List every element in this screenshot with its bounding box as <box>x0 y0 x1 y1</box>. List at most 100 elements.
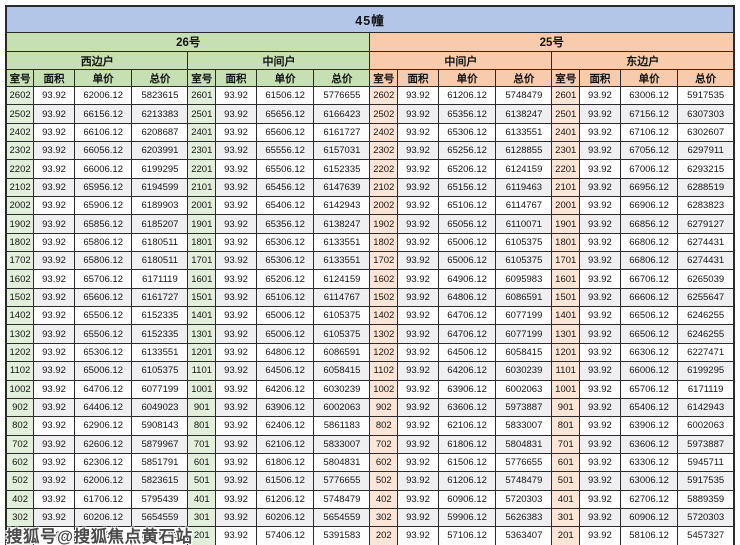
room-cell: 902 <box>5 397 35 418</box>
area-cell: 93.92 <box>215 287 257 308</box>
room-cell: 2201 <box>187 159 217 179</box>
total-price-cell: 6171119 <box>677 379 735 399</box>
unit-price-cell: 64806.12 <box>437 287 497 308</box>
area-cell: 93.92 <box>33 361 75 381</box>
total-price-cell: 6124159 <box>495 159 553 179</box>
total-price-cell: 5804831 <box>495 434 553 454</box>
area-cell: 93.92 <box>215 324 257 344</box>
unit-price-cell: 61506.12 <box>437 452 497 473</box>
total-price-cell: 6246255 <box>677 324 735 344</box>
room-cell: 1802 <box>5 232 35 253</box>
room-cell: 1101 <box>187 361 217 381</box>
unit-price-cell: 65056.12 <box>437 214 497 234</box>
total-price-cell: 5391583 <box>131 526 189 545</box>
total-price-cell: 6171119 <box>131 269 189 289</box>
area-cell: 93.92 <box>579 471 621 491</box>
area-cell: 93.92 <box>215 141 257 161</box>
table-row: 2502 93.92 66156.12 6213383 2501 93.92 65656.1… <box>5 104 735 124</box>
area-cell: 93.92 <box>579 379 621 399</box>
room-cell: 2602 <box>5 85 35 106</box>
unit-price-cell: 67006.12 <box>619 159 679 179</box>
area-cell: 93.92 <box>397 122 439 143</box>
room-cell: 1501 <box>551 287 581 308</box>
total-price-cell: 6110071 <box>495 214 553 234</box>
unit-price-cell: 65006.12 <box>437 251 497 271</box>
total-price-cell: 5861183 <box>313 416 371 436</box>
room-cell: 602 <box>369 452 399 473</box>
area-cell: 93.92 <box>397 526 439 545</box>
unit-price-cell: 66106.12 <box>73 122 133 143</box>
unit-price-cell: 65406.12 <box>619 397 679 418</box>
room-cell: 1401 <box>187 306 217 326</box>
section-26-label: 26号 <box>5 32 371 52</box>
room-cell: 1702 <box>5 251 35 271</box>
area-cell: 93.92 <box>397 416 439 436</box>
unit-price-cell: 59906.12 <box>437 507 497 528</box>
table-row: 602 93.92 62306.12 5851791 601 93.92 61806.12 5… <box>5 452 735 473</box>
area-cell: 93.92 <box>579 416 621 436</box>
room-cell: 1102 <box>369 361 399 381</box>
room-cell: 1301 <box>551 324 581 344</box>
area-cell: 93.92 <box>579 434 621 454</box>
unit-price-cell: 65256.12 <box>437 141 497 161</box>
total-price-cell: 5833007 <box>313 434 371 454</box>
area-cell: 93.92 <box>33 379 75 399</box>
room-cell: 1902 <box>369 214 399 234</box>
unit-price-cell: 64706.12 <box>437 324 497 344</box>
total-price-cell: 5823615 <box>131 471 189 491</box>
total-price-cell: 6199295 <box>677 361 735 381</box>
unit-price-cell: 57106.12 <box>437 526 497 545</box>
table-row: 1802 93.92 65806.12 6180511 1801 93.92 65306.1… <box>5 232 735 253</box>
unit-price-cell: 66806.12 <box>619 251 679 271</box>
room-cell: 901 <box>187 397 217 418</box>
area-cell: 93.92 <box>33 434 75 454</box>
unit-price-cell: 65006.12 <box>255 306 315 326</box>
total-price-cell: 5945711 <box>677 452 735 473</box>
room-cell: 1801 <box>187 232 217 253</box>
room-cell: 2002 <box>369 196 399 216</box>
unit-price-cell: 64706.12 <box>73 379 133 399</box>
total-price-cell: 6058415 <box>313 361 371 381</box>
room-cell: 2401 <box>551 122 581 143</box>
room-cell: 1201 <box>551 342 581 363</box>
unit-price-cell: 62606.12 <box>73 434 133 454</box>
total-price-cell: 6030239 <box>495 361 553 381</box>
total-price-cell: 6077199 <box>495 306 553 326</box>
total-price-cell: 6293215 <box>677 159 735 179</box>
table-row: 2102 93.92 65956.12 6194599 2101 93.92 65456.1… <box>5 177 735 198</box>
total-price-cell: 6030239 <box>313 379 371 399</box>
unit-price-cell: 63906.12 <box>255 397 315 418</box>
total-price-cell: 5804831 <box>313 452 371 473</box>
total-price-cell: 6246255 <box>677 306 735 326</box>
room-cell: 601 <box>551 452 581 473</box>
room-cell: 2302 <box>5 141 35 161</box>
area-cell: 93.92 <box>397 342 439 363</box>
room-cell: 2101 <box>551 177 581 198</box>
room-cell: 202 <box>5 526 35 545</box>
area-cell: 93.92 <box>33 324 75 344</box>
unit-price-cell: 65356.12 <box>437 104 497 124</box>
table-row: 1502 93.92 65606.12 6161727 1501 93.92 65106.1… <box>5 287 735 308</box>
unit-price-cell: 67106.12 <box>619 122 679 143</box>
room-cell: 1602 <box>5 269 35 289</box>
unit-price-cell: 61806.12 <box>437 434 497 454</box>
area-cell: 93.92 <box>397 397 439 418</box>
room-cell: 2001 <box>187 196 217 216</box>
total-price-cell: 6152335 <box>131 306 189 326</box>
room-cell: 202 <box>369 526 399 545</box>
area-cell: 93.92 <box>579 342 621 363</box>
area-cell: 93.92 <box>215 85 257 106</box>
table-row: 402 93.92 61706.12 5795439 401 93.92 61206.12 5… <box>5 489 735 509</box>
area-cell: 93.92 <box>33 287 75 308</box>
unit-price-cell: 62006.12 <box>73 85 133 106</box>
room-cell: 702 <box>369 434 399 454</box>
area-cell: 93.92 <box>579 526 621 545</box>
room-cell: 2102 <box>369 177 399 198</box>
room-cell: 1201 <box>187 342 217 363</box>
unit-price-cell: 67156.12 <box>619 104 679 124</box>
total-price-cell: 6152335 <box>313 159 371 179</box>
total-price-cell: 5720303 <box>677 507 735 528</box>
area-cell: 93.92 <box>215 232 257 253</box>
room-cell: 2301 <box>551 141 581 161</box>
unit-type-row: 西边户 中间户 中间户 东边户 <box>5 51 735 70</box>
